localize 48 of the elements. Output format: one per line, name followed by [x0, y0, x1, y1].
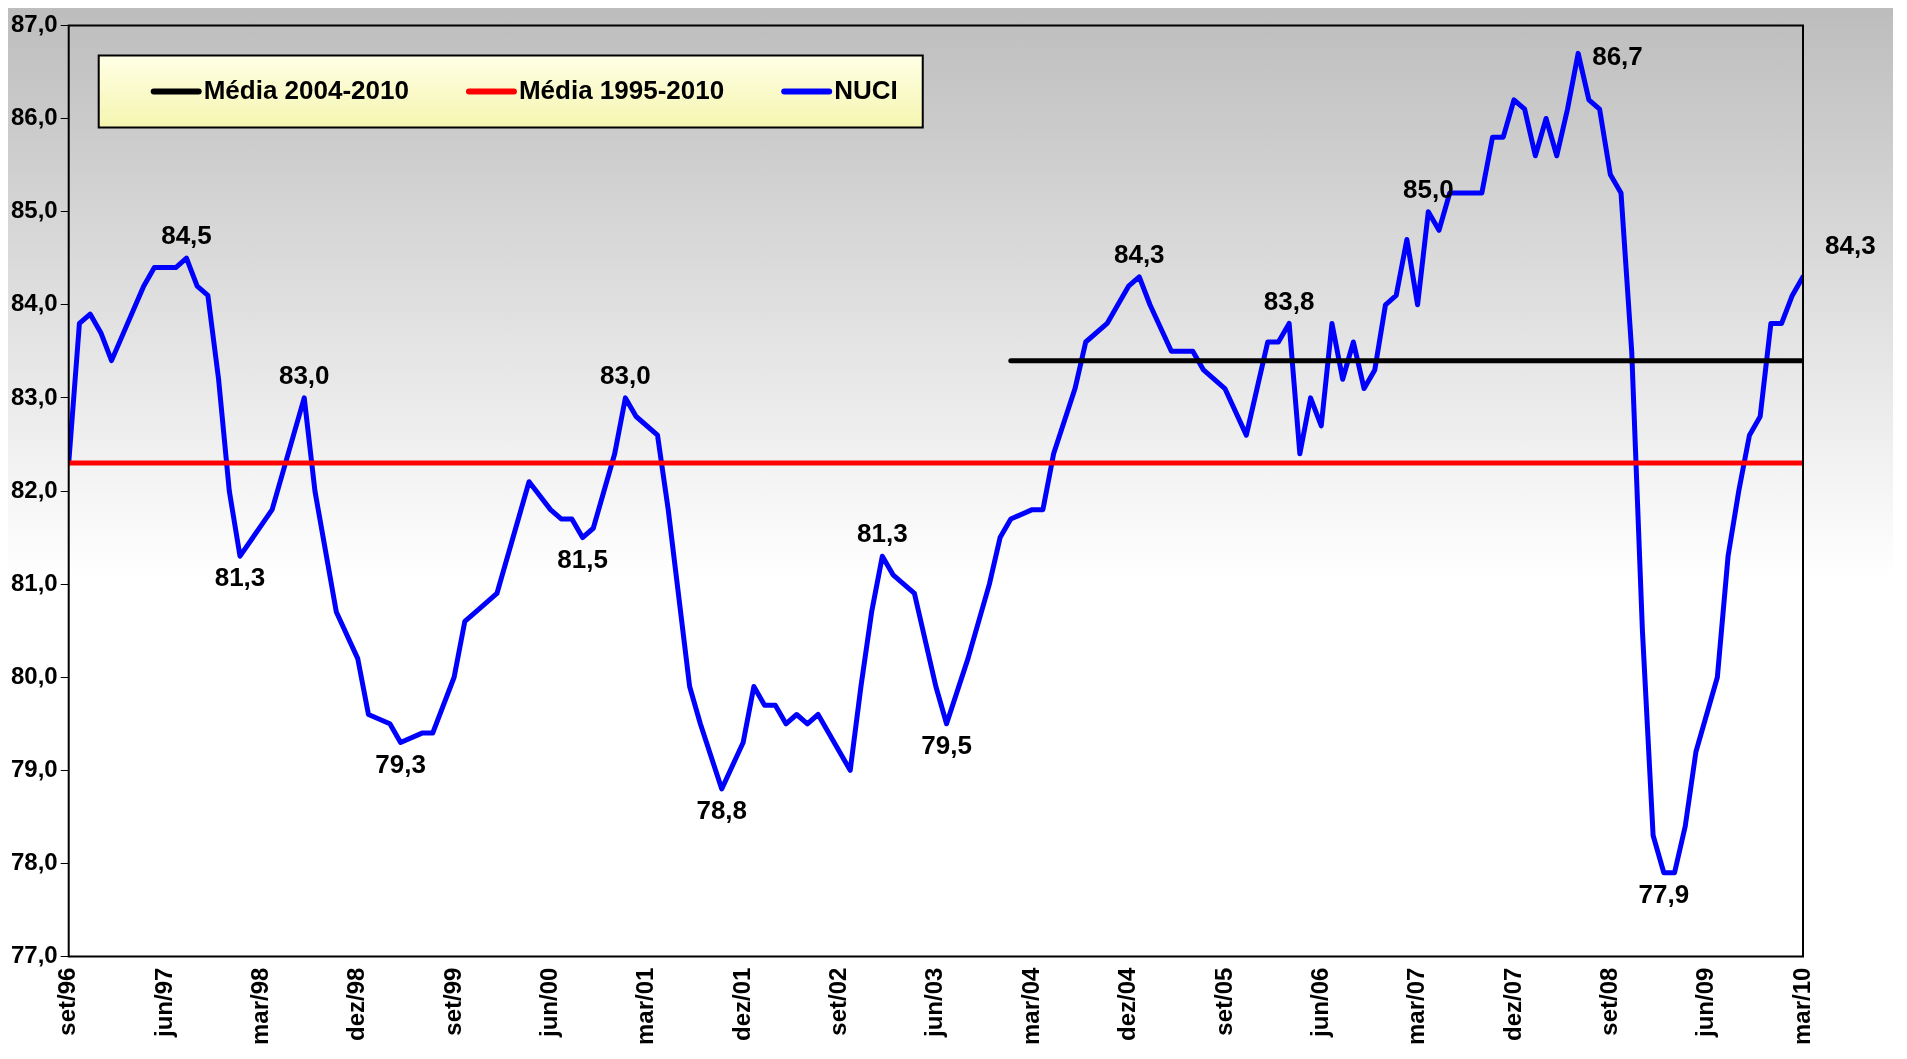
- x-tick-label: mar/04: [1016, 966, 1044, 1045]
- annotation: 83,0: [278, 360, 330, 391]
- x-tick-label: set/05: [1209, 967, 1237, 1036]
- x-tick-label: mar/98: [246, 967, 274, 1045]
- annotation: 81,5: [557, 543, 608, 574]
- annotation: 79,3: [375, 748, 426, 779]
- legend-label: Média 1995-2010: [518, 74, 725, 105]
- x-tick-label: jun/09: [1691, 967, 1719, 1038]
- legend-label: Média 2004-2010: [203, 74, 409, 105]
- x-tick-label: set/02: [824, 967, 852, 1036]
- x-tick-label: mar/07: [1402, 967, 1430, 1045]
- y-tick-label: 82,0: [10, 475, 58, 503]
- y-tick-label: 84,0: [10, 289, 58, 317]
- x-tick-label: jun/06: [1305, 967, 1333, 1038]
- x-tick-label: set/99: [438, 967, 466, 1036]
- x-tick-label: mar/10: [1787, 967, 1815, 1045]
- x-tick-label: jun/97: [149, 967, 177, 1038]
- annotation: 85,0: [1403, 173, 1454, 204]
- annotation: 77,9: [1638, 878, 1690, 909]
- legend-label: NUCI: [834, 74, 898, 105]
- y-tick-label: 83,0: [10, 382, 58, 410]
- x-tick-label: jun/03: [920, 967, 948, 1038]
- annotation: 84,5: [161, 220, 212, 251]
- annotation: 81,3: [214, 562, 266, 593]
- annotation: 81,3: [857, 518, 908, 549]
- annotation: 86,7: [1592, 40, 1643, 71]
- annotation: 84,3: [1825, 230, 1876, 260]
- x-tick-label: set/08: [1594, 967, 1622, 1036]
- y-tick-label: 79,0: [10, 754, 58, 782]
- x-tick-label: mar/01: [631, 967, 659, 1045]
- y-tick-label: 86,0: [10, 103, 58, 131]
- annotation: 79,5: [921, 729, 972, 760]
- annotation: 83,8: [1263, 285, 1315, 316]
- y-tick-label: 87,0: [10, 10, 58, 38]
- annotation: 84,3: [1113, 239, 1165, 269]
- x-tick-label: dez/98: [342, 967, 370, 1041]
- y-tick-label: 80,0: [10, 661, 58, 689]
- x-tick-label: dez/07: [1498, 967, 1526, 1041]
- x-tick-label: dez/04: [1113, 966, 1141, 1041]
- y-tick-label: 81,0: [10, 568, 58, 596]
- x-tick-label: dez/01: [727, 967, 755, 1041]
- y-tick-label: 77,0: [10, 941, 58, 969]
- x-tick-label: set/96: [53, 967, 81, 1036]
- y-tick-label: 85,0: [10, 196, 58, 224]
- annotation: 83,0: [600, 360, 651, 391]
- y-tick-label: 78,0: [10, 848, 58, 876]
- x-tick-label: jun/00: [535, 967, 563, 1038]
- annotation: 78,8: [696, 795, 748, 826]
